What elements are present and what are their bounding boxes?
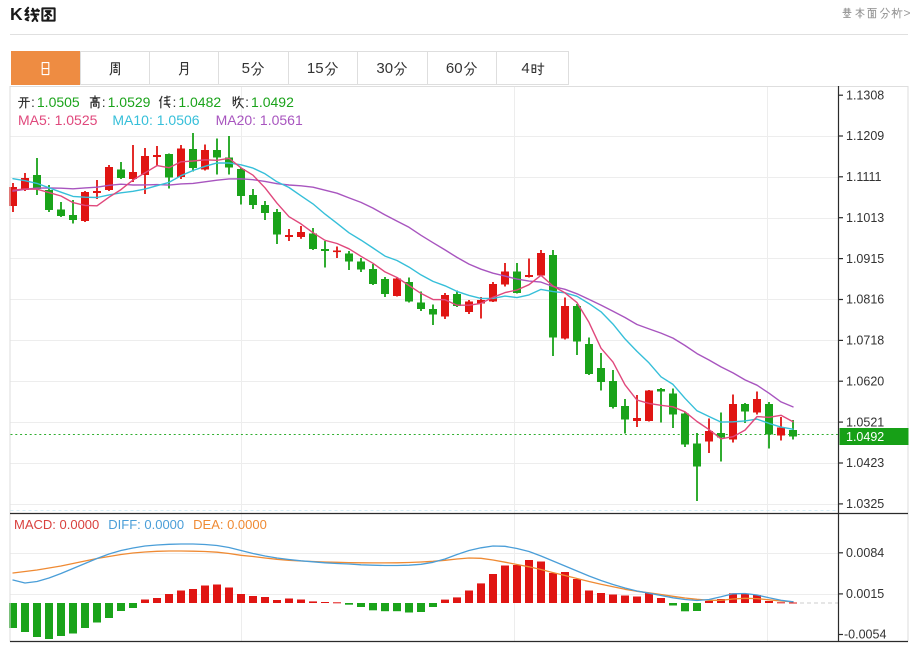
svg-text:1.0816: 1.0816 [846, 293, 884, 307]
svg-text:1.0492: 1.0492 [846, 430, 884, 444]
svg-text:1.0423: 1.0423 [846, 456, 884, 470]
svg-text:1.0620: 1.0620 [846, 374, 884, 388]
svg-text:0.0015: 0.0015 [846, 587, 884, 601]
svg-text:1.1209: 1.1209 [846, 129, 884, 143]
svg-text:1.0718: 1.0718 [846, 334, 884, 348]
svg-text:1.1308: 1.1308 [846, 88, 884, 102]
svg-text:1.1111: 1.1111 [846, 170, 881, 184]
svg-text:1.0325: 1.0325 [846, 497, 884, 511]
svg-text:-0.0054: -0.0054 [844, 628, 886, 642]
svg-text:1.1013: 1.1013 [846, 211, 884, 225]
svg-text:0.0084: 0.0084 [846, 546, 884, 560]
svg-text:1.0915: 1.0915 [846, 252, 884, 266]
svg-text:1.0521: 1.0521 [846, 415, 884, 429]
